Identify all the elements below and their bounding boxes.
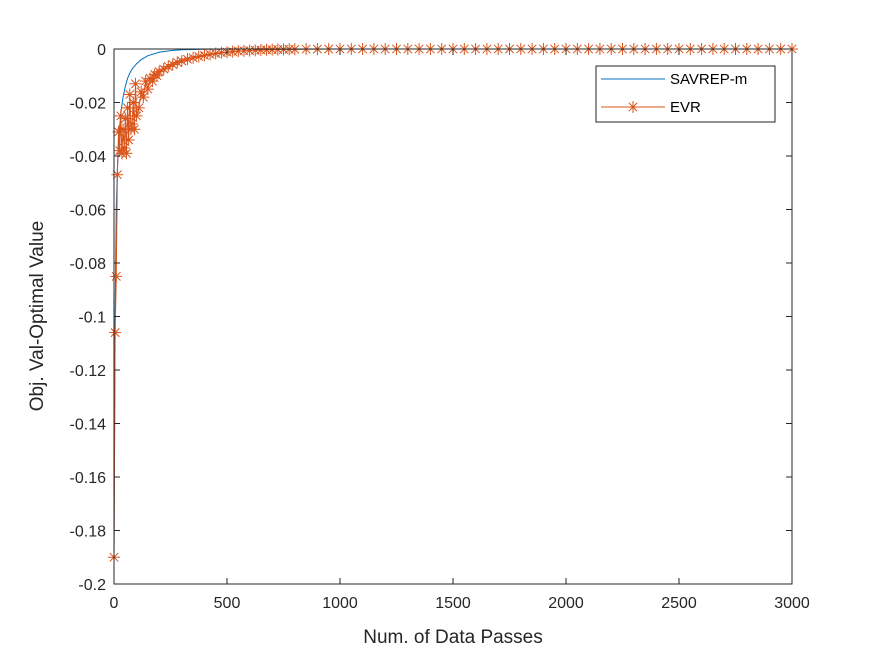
legend-box	[595, 65, 776, 123]
legend: SAVREP-m EVR	[595, 65, 776, 123]
data-point-evr	[132, 101, 145, 114]
data-point-evr	[130, 109, 143, 122]
plot-background	[114, 49, 792, 584]
data-point-evr	[109, 326, 122, 339]
y-tick-label: -0.1	[78, 310, 106, 327]
data-point-evr	[192, 50, 205, 63]
data-point-evr	[162, 60, 175, 73]
data-point-evr	[137, 91, 150, 104]
data-point-evr	[118, 141, 131, 154]
legend-marker-evr-glyph	[627, 101, 639, 113]
y-tick-label: -0.16	[70, 470, 107, 487]
data-point-evr	[141, 83, 154, 96]
legend-marker-evr	[627, 101, 639, 113]
x-tick-label: 2500	[661, 595, 697, 612]
data-point-evr	[119, 112, 132, 125]
x-tick-label: 3000	[774, 595, 810, 612]
data-point-evr	[122, 133, 135, 146]
y-tick-label: -0.18	[70, 524, 107, 541]
y-axis-label: Obj. Val-Optimal Value	[27, 221, 48, 411]
legend-label-savrep-m: SAVREP-m	[670, 71, 747, 88]
x-tick-label: 2000	[548, 595, 584, 612]
x-axis-label: Num. of Data Passes	[363, 627, 543, 648]
y-tick-label: -0.14	[70, 417, 107, 434]
tick-layer: 0 500 1000 1500 2000 2500 3000 0 -0.02 -0.04 -0.06…	[70, 42, 810, 612]
y-tick-label: -0.12	[70, 363, 107, 380]
y-tick-label: -0.06	[70, 203, 107, 220]
legend-label-evr: EVR	[670, 99, 701, 116]
y-tick-label: -0.08	[70, 256, 107, 273]
x-tick-label: 1500	[435, 595, 471, 612]
y-tick-label: 0	[97, 42, 106, 59]
data-point-evr	[120, 147, 133, 160]
y-tick-label: -0.02	[70, 96, 107, 113]
data-point-evr	[129, 77, 142, 90]
data-point-evr	[209, 47, 222, 60]
data-point-evr	[110, 270, 123, 283]
data-point-evr	[146, 75, 159, 88]
data-point-evr	[175, 55, 188, 68]
data-point-evr	[198, 49, 211, 62]
x-tick-label: 1000	[322, 595, 358, 612]
data-point-evr	[128, 123, 141, 136]
data-point-evr	[126, 117, 139, 130]
x-tick-label: 0	[110, 595, 119, 612]
data-point-evr	[111, 168, 124, 181]
x-tick-label: 500	[214, 595, 241, 612]
data-point-evr	[166, 58, 179, 71]
data-point-evr	[226, 45, 239, 58]
data-point-evr	[204, 48, 217, 61]
y-tick-label: -0.2	[78, 577, 106, 594]
y-tick-label: -0.04	[70, 149, 107, 166]
